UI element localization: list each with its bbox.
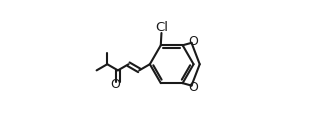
Text: Cl: Cl bbox=[155, 21, 168, 34]
Text: O: O bbox=[188, 81, 198, 94]
Text: O: O bbox=[110, 78, 120, 91]
Text: O: O bbox=[188, 35, 198, 48]
